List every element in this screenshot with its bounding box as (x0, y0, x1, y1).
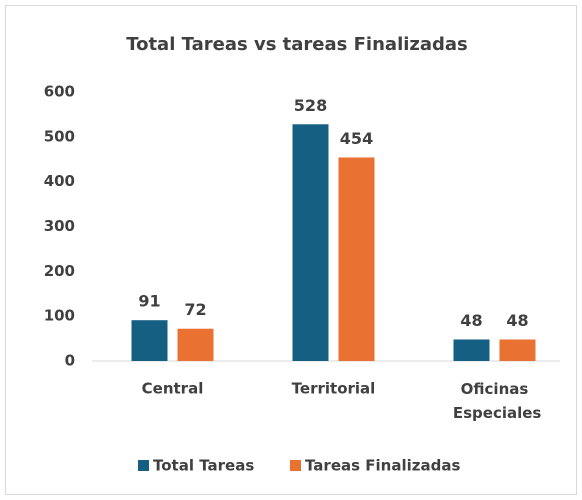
data-label: 72 (184, 300, 206, 319)
y-tick-label: 300 (44, 217, 75, 235)
bar (499, 339, 536, 361)
x-tick-label: Central (142, 380, 204, 398)
y-tick-label: 400 (44, 172, 75, 190)
data-label: 48 (506, 311, 528, 330)
x-tick-label: Territorial (292, 380, 376, 398)
chart-title: Total Tareas vs tareas Finalizadas (126, 34, 468, 55)
legend-swatch (290, 460, 301, 471)
bar (453, 339, 490, 361)
y-tick-label: 200 (44, 262, 75, 280)
data-label: 48 (460, 311, 482, 330)
bar (177, 328, 214, 361)
legend-swatch (138, 460, 149, 471)
y-tick-label: 500 (44, 127, 75, 145)
data-label: 528 (294, 96, 327, 115)
chart-frame (5, 5, 577, 495)
data-label: 91 (138, 292, 160, 311)
legend-label: Total Tareas (153, 457, 254, 475)
bar (131, 320, 168, 361)
bar (292, 124, 329, 361)
y-tick-label: 0 (65, 352, 75, 370)
bar (338, 157, 375, 361)
y-tick-label: 100 (44, 307, 75, 325)
data-label: 454 (340, 129, 373, 148)
x-tick-label: Oficinas Especiales (448, 380, 542, 422)
y-tick-label: 600 (44, 83, 75, 101)
legend-label: Tareas Finalizadas (305, 457, 460, 475)
